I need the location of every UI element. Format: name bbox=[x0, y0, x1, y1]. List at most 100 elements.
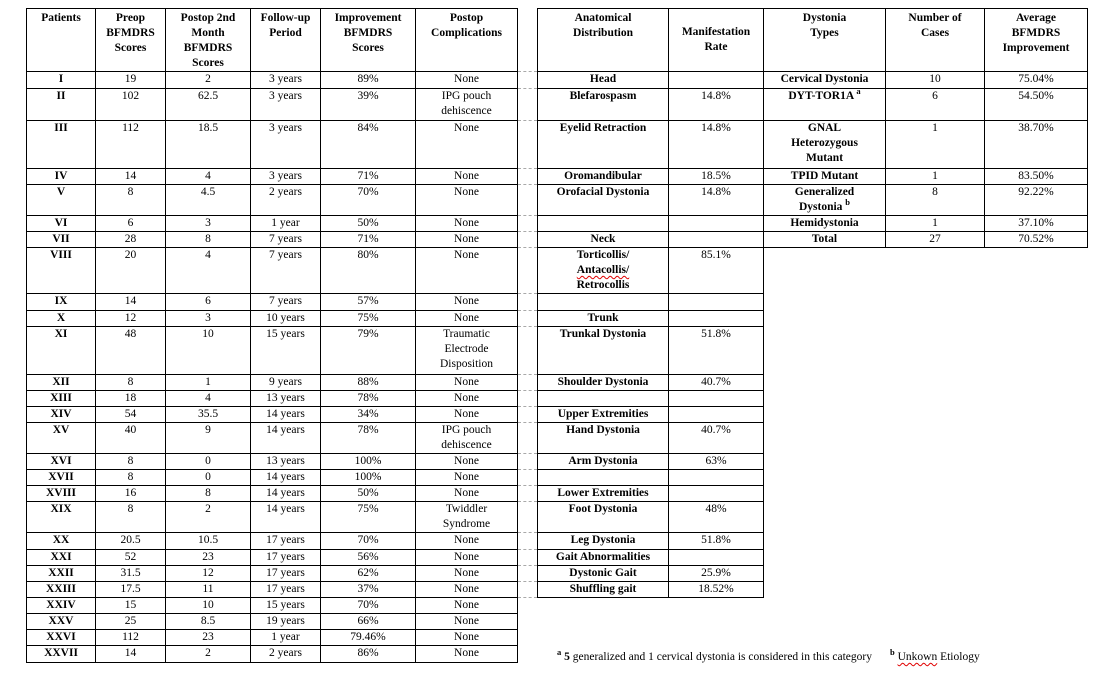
footnote-a-lead: 5 bbox=[564, 651, 570, 663]
table-gap bbox=[517, 485, 538, 502]
cell-followup-period: 14 years bbox=[250, 406, 321, 423]
table-gap bbox=[517, 565, 538, 582]
cell-patient-id: XV bbox=[26, 422, 96, 454]
cell-patient-id: XVII bbox=[26, 469, 96, 486]
cell-dystonia-type: Total bbox=[763, 231, 886, 248]
cell-patient-id: XXIII bbox=[26, 581, 96, 598]
cell-preop-score: 19 bbox=[95, 71, 166, 89]
cell-complications: None bbox=[415, 231, 518, 248]
col-header-improvement: Improvement BFMDRS Scores bbox=[320, 8, 416, 72]
table-row: XXIV 15 10 15 years 70% None bbox=[26, 597, 1088, 614]
cell-improvement: 75% bbox=[320, 501, 416, 533]
cell-improvement: 57% bbox=[320, 293, 416, 311]
cell-complications: None bbox=[415, 485, 518, 502]
cell-manifestation-rate: 25.9% bbox=[668, 565, 764, 582]
table-empty-region bbox=[764, 486, 1088, 502]
cell-anatomical-distribution: Foot Dystonia bbox=[537, 501, 669, 533]
cell-improvement: 34% bbox=[320, 406, 416, 423]
col-header-followup: Follow-up Period bbox=[250, 8, 321, 72]
cell-preop-score: 12 bbox=[95, 310, 166, 327]
footnote-b: b Unkown Etiology bbox=[890, 648, 980, 663]
cell-followup-period: 14 years bbox=[250, 469, 321, 486]
footnote-a: a 5 generalized and 1 cervical dystonia … bbox=[557, 648, 872, 663]
cell-patient-id: XXIV bbox=[26, 597, 96, 614]
table-empty-region bbox=[764, 327, 1088, 375]
cell-followup-period: 19 years bbox=[250, 613, 321, 630]
cell-improvement: 39% bbox=[320, 88, 416, 121]
table-body: I 19 2 3 years 89% None Head Cervical Dystonia 1… bbox=[26, 71, 1088, 663]
footnotes: a 5 generalized and 1 cervical dystonia … bbox=[557, 648, 980, 663]
cell-preop-score: 28 bbox=[95, 231, 166, 248]
cell-followup-period: 17 years bbox=[250, 549, 321, 566]
table-empty-region bbox=[538, 598, 1088, 614]
cell-followup-period: 17 years bbox=[250, 532, 321, 550]
cell-preop-score: 14 bbox=[95, 293, 166, 311]
table-empty-region bbox=[764, 407, 1088, 423]
table-gap bbox=[517, 406, 538, 423]
cell-anatomical-distribution: Shoulder Dystonia bbox=[537, 374, 669, 391]
cell-anatomical-distribution bbox=[537, 215, 669, 232]
cell-patient-id: XXV bbox=[26, 613, 96, 630]
cell-average-improvement: 83.50% bbox=[984, 168, 1088, 185]
cell-manifestation-rate: 51.8% bbox=[668, 532, 764, 550]
cell-complications: None bbox=[415, 120, 518, 169]
footnote-a-marker: a bbox=[557, 647, 562, 658]
footnote-b-misspelled-word: Unkown bbox=[897, 651, 938, 663]
cell-manifestation-rate bbox=[668, 485, 764, 502]
cell-improvement: 78% bbox=[320, 390, 416, 407]
table-row: XII 8 1 9 years 88% None Shoulder Dystonia 40.7… bbox=[26, 374, 1088, 391]
cell-followup-period: 15 years bbox=[250, 597, 321, 614]
cell-improvement: 80% bbox=[320, 247, 416, 294]
table-row: V 8 4.5 2 years 70% None Orofacial Dystonia 14.… bbox=[26, 184, 1088, 216]
table-row: XVII 8 0 14 years 100% None bbox=[26, 469, 1088, 486]
cell-average-improvement: 37.10% bbox=[984, 215, 1088, 232]
cell-anatomical-distribution: Head bbox=[537, 71, 669, 89]
cell-postop-score: 4 bbox=[165, 390, 251, 407]
cell-patient-id: XIII bbox=[26, 390, 96, 407]
cell-preop-score: 112 bbox=[95, 629, 166, 646]
cell-patient-id: X bbox=[26, 310, 96, 327]
cell-patient-id: XVIII bbox=[26, 485, 96, 502]
cell-manifestation-rate: 14.8% bbox=[668, 184, 764, 216]
cell-complications: None bbox=[415, 406, 518, 423]
cell-followup-period: 3 years bbox=[250, 88, 321, 121]
cell-anatomical-distribution: Shuffling gait bbox=[537, 581, 669, 598]
cell-preop-score: 25 bbox=[95, 613, 166, 630]
cell-manifestation-rate bbox=[668, 390, 764, 407]
cell-patient-id: XXVI bbox=[26, 629, 96, 646]
cell-patient-id: VI bbox=[26, 215, 96, 232]
cell-improvement: 70% bbox=[320, 532, 416, 550]
cell-followup-period: 7 years bbox=[250, 247, 321, 294]
cell-preop-score: 15 bbox=[95, 597, 166, 614]
cell-manifestation-rate: 40.7% bbox=[668, 374, 764, 391]
table-row: XIX 8 2 14 years 75% Twiddler Syndrome Foot Dys… bbox=[26, 501, 1088, 533]
cell-patient-id: VII bbox=[26, 231, 96, 248]
table-gap bbox=[517, 374, 538, 391]
col-header-average-improvement: Average BFMDRS Improvement bbox=[984, 8, 1088, 72]
cell-patient-id: II bbox=[26, 88, 96, 121]
cell-patient-id: V bbox=[26, 184, 96, 216]
cell-preop-score: 52 bbox=[95, 549, 166, 566]
cell-patient-id: XXVII bbox=[26, 645, 96, 663]
cell-postop-score: 1 bbox=[165, 374, 251, 391]
cell-postop-score: 4 bbox=[165, 247, 251, 294]
cell-followup-period: 15 years bbox=[250, 326, 321, 375]
table-gap bbox=[518, 614, 538, 630]
cell-followup-period: 1 year bbox=[250, 629, 321, 646]
cell-number-of-cases: 10 bbox=[885, 71, 985, 89]
cell-number-of-cases: 27 bbox=[885, 231, 985, 248]
cell-preop-score: 31.5 bbox=[95, 565, 166, 582]
cell-preop-score: 48 bbox=[95, 326, 166, 375]
misspelled-word: Antacollis/ bbox=[576, 264, 630, 276]
cell-followup-period: 2 years bbox=[250, 645, 321, 663]
table-empty-region bbox=[764, 375, 1088, 391]
cell-preop-score: 8 bbox=[95, 453, 166, 470]
footnote-reference: a bbox=[856, 88, 861, 97]
cell-preop-score: 8 bbox=[95, 184, 166, 216]
table-row: III 112 18.5 3 years 84% None Eyelid Retractio… bbox=[26, 120, 1088, 169]
table-empty-region bbox=[764, 423, 1088, 454]
table-gap bbox=[517, 390, 538, 407]
col-header-anatomical-distribution: Anatomical Distribution bbox=[537, 8, 669, 72]
table-gap bbox=[517, 453, 538, 470]
